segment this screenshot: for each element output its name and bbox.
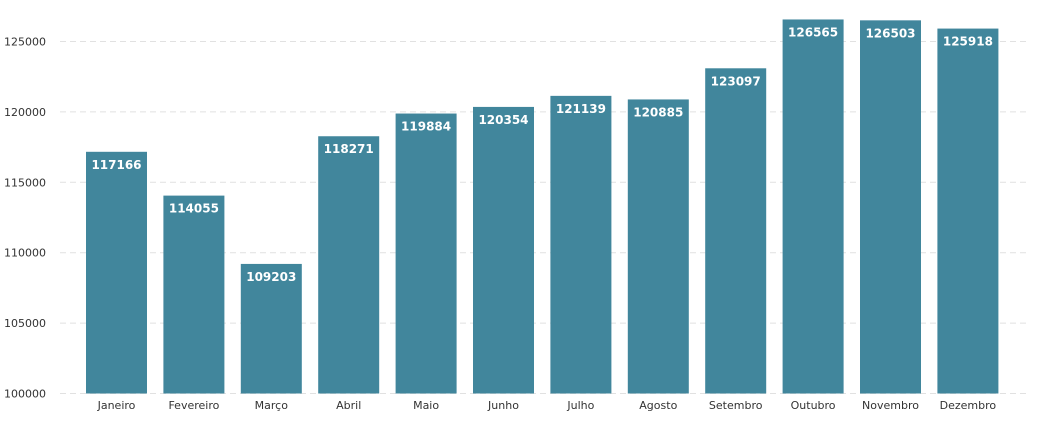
x-tick-label: Outubro [791,399,836,412]
data-label: 126565 [788,25,838,39]
y-tick-label: 110000 [4,247,46,260]
y-tick-label: 100000 [4,388,46,401]
bar[interactable] [240,263,302,394]
bar[interactable] [473,106,534,394]
x-tick-label: Dezembro [940,399,997,412]
bar[interactable] [318,136,380,394]
y-tick-label: 115000 [4,176,46,189]
bar[interactable] [705,68,767,394]
data-label: 120885 [633,105,683,119]
data-label: 125918 [943,35,993,49]
data-label: 118271 [324,142,374,156]
x-tick-label: Fevereiro [168,399,219,412]
x-tick-label: Abril [336,399,361,412]
x-tick-label: Novembro [862,399,919,412]
x-tick-label: Maio [413,399,439,412]
x-tick-label: Agosto [639,399,677,412]
data-label: 126503 [865,26,915,40]
x-tick-label: Junho [487,399,519,412]
data-labels: 117166 114055 109203 118271 119884 120354 1211… [91,25,993,283]
bar[interactable] [782,19,844,394]
bar[interactable] [937,28,999,394]
x-tick-label: Janeiro [97,399,136,412]
data-label: 117166 [91,158,141,172]
x-tick-label: Setembro [709,399,763,412]
y-tick-label: 105000 [4,317,46,330]
data-label: 120354 [478,113,528,127]
data-label: 123097 [711,74,761,88]
bars [86,19,999,394]
x-axis-ticks: Janeiro Fevereiro Março Abril Maio Junho Julho… [97,399,997,412]
x-tick-label: Março [255,399,289,412]
bar[interactable] [860,20,921,394]
data-label: 109203 [246,270,296,284]
bar[interactable] [395,113,457,394]
bar[interactable] [163,195,225,394]
data-label: 114055 [169,202,219,216]
y-axis-ticks: 100000 105000 110000 115000 120000 125000 [4,36,46,401]
data-label: 119884 [401,120,451,134]
bar[interactable] [550,95,612,394]
y-tick-label: 120000 [4,106,46,119]
y-tick-label: 125000 [4,36,46,49]
x-tick-label: Julho [566,399,594,412]
bar[interactable] [86,151,147,394]
data-label: 121139 [556,102,606,116]
bar[interactable] [627,99,689,394]
